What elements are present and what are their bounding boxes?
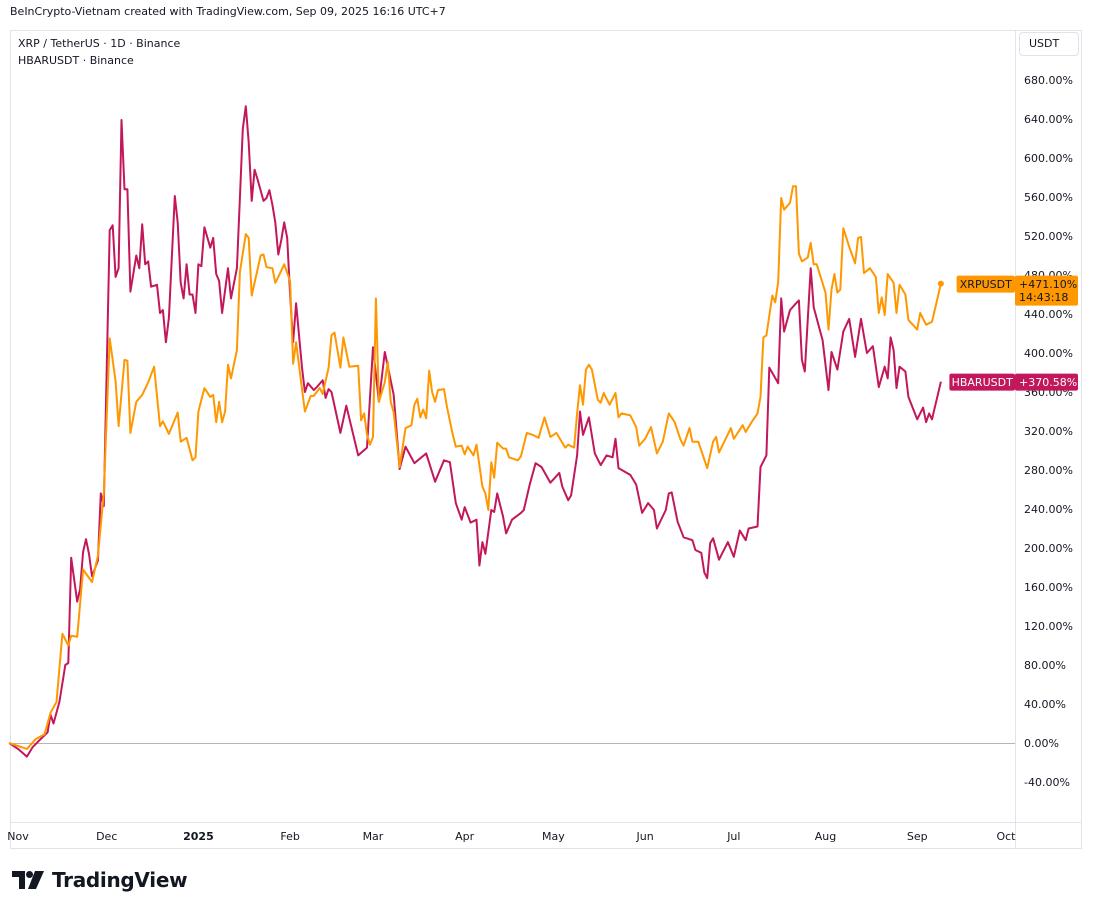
y-tick-label: 0.00% <box>1024 737 1059 750</box>
x-tick-label: Sep <box>907 830 928 843</box>
x-tick-label: Jul <box>726 830 740 843</box>
y-tick-label: 240.00% <box>1024 503 1073 516</box>
y-tick-label: 200.00% <box>1024 542 1073 555</box>
x-tick-label: Mar <box>363 830 384 843</box>
y-tick-label: 400.00% <box>1024 347 1073 360</box>
brand-name: TradingView <box>52 868 188 892</box>
chart-legend: XRP / TetherUS · 1D · Binance HBARUSDT ·… <box>18 35 180 69</box>
series-name-label: HBARUSDT <box>952 376 1013 389</box>
bar-countdown: 14:43:18 <box>1019 291 1068 304</box>
x-tick-label: Nov <box>7 830 29 843</box>
chart-credit: BeInCrypto-Vietnam created with TradingV… <box>10 5 446 18</box>
legend-xrp[interactable]: XRP / TetherUS · 1D · Binance <box>18 37 181 50</box>
y-tick-label: 520.00% <box>1024 230 1073 243</box>
time-axis[interactable]: Nov Dec 2025 Feb Mar Apr May Jun Jul Aug Sep Oct <box>7 830 1016 843</box>
y-tick-label: 440.00% <box>1024 308 1073 321</box>
chart-frame <box>10 30 1082 849</box>
x-tick-label: 2025 <box>183 830 214 843</box>
y-tick-label: 40.00% <box>1024 698 1066 711</box>
y-tick-label: 160.00% <box>1024 581 1073 594</box>
x-tick-label: Oct <box>996 830 1016 843</box>
currency-scale-button[interactable]: USDT <box>1019 32 1079 56</box>
x-tick-label: Jun <box>636 830 654 843</box>
y-tick-label: -40.00% <box>1024 776 1070 789</box>
y-tick-label: 80.00% <box>1024 659 1066 672</box>
x-tick-label: Apr <box>455 830 475 843</box>
y-tick-label: 320.00% <box>1024 425 1073 438</box>
y-tick-label: 120.00% <box>1024 620 1073 633</box>
x-tick-label: May <box>542 830 565 843</box>
series-last-value: +471.10% <box>1019 278 1077 291</box>
series-last-value: +370.58% <box>1019 376 1077 389</box>
y-tick-label: 560.00% <box>1024 191 1073 204</box>
x-tick-label: Dec <box>96 830 117 843</box>
series-value-tag-hbarusdt <box>1015 373 1078 391</box>
series-name-label: XRPUSDT <box>960 278 1012 291</box>
y-tick-label: 600.00% <box>1024 152 1073 165</box>
x-tick-label: Aug <box>815 830 836 843</box>
series-line-xrpusdt[interactable] <box>8 185 942 750</box>
price-axis[interactable]: 680.00%640.00%600.00%560.00%520.00%480.0… <box>1024 74 1073 789</box>
y-tick-label: 680.00% <box>1024 74 1073 87</box>
x-tick-label: Feb <box>280 830 299 843</box>
series-name-tag-hbarusdt <box>949 373 1015 391</box>
legend-hbar[interactable]: HBARUSDT · Binance <box>18 54 134 67</box>
last-point-dot-xrpusdt <box>937 280 944 287</box>
series-labels: XRPUSDT +471.10%14:43:18 HBARUSDT +370.58% <box>949 275 1078 391</box>
y-tick-label: 280.00% <box>1024 464 1073 477</box>
series-line-hbarusdt[interactable] <box>8 105 942 758</box>
tradingview-logo-icon <box>12 871 44 889</box>
y-tick-label: 640.00% <box>1024 113 1073 126</box>
series-value-tag-xrpusdt <box>1015 275 1078 306</box>
series-lines <box>8 105 944 758</box>
tradingview-logo[interactable]: TradingView <box>12 868 188 892</box>
series-name-tag-xrpusdt <box>956 275 1015 293</box>
